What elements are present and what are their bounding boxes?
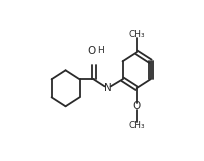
Text: O: O [88, 46, 96, 56]
Text: CH₃: CH₃ [128, 121, 145, 130]
Text: N: N [104, 83, 111, 93]
Text: O: O [132, 101, 141, 111]
Text: CH₃: CH₃ [128, 30, 145, 39]
Text: H: H [98, 46, 104, 55]
